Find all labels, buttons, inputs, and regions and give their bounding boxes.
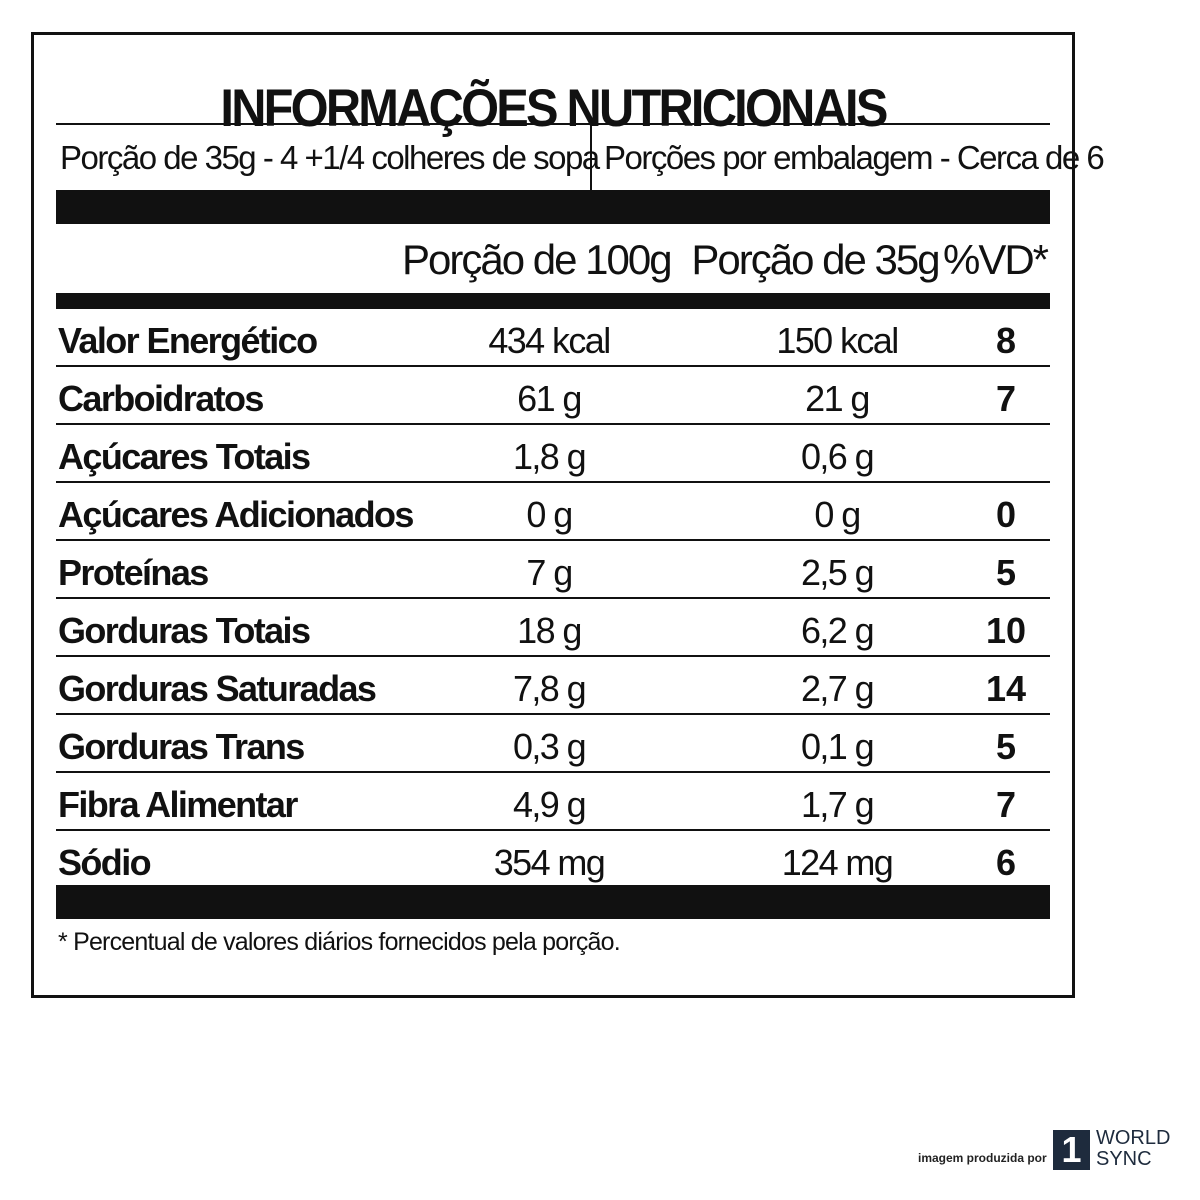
- nutrient-name: Gorduras Trans: [58, 726, 305, 767]
- table-row: Sódio 354 mg 124 mg 6: [56, 831, 1050, 887]
- nutrition-facts-panel: INFORMAÇÕES NUTRICIONAIS Porção de 35g -…: [31, 32, 1105, 998]
- value-per-35g: 21 g: [805, 378, 870, 419]
- table-row: Valor Energético 434 kcal 150 kcal 8: [56, 309, 1050, 367]
- value-per-35g: 1,7 g: [800, 784, 875, 825]
- value-per-100g: 18 g: [517, 610, 582, 651]
- value-per-35g: 0,1 g: [800, 726, 875, 767]
- nutrient-name: Gorduras Totais: [58, 610, 311, 651]
- logo-line-2: SYNC: [1096, 1148, 1152, 1170]
- daily-value: 5: [995, 552, 1017, 593]
- nutrient-name: Proteínas: [58, 552, 209, 593]
- logo-line-1: WORLD: [1096, 1127, 1171, 1149]
- value-per-100g: 1,8 g: [512, 436, 587, 477]
- daily-value: 5: [995, 726, 1017, 767]
- daily-value: 7: [995, 784, 1017, 825]
- divider-bar: [56, 885, 1050, 919]
- servings-per-package: Porções por embalagem - Cerca de 6: [604, 139, 1105, 176]
- value-per-100g: 4,9 g: [512, 784, 587, 825]
- page-title: INFORMAÇÕES NUTRICIONAIS: [220, 79, 888, 138]
- nutrient-name: Carboidratos: [58, 378, 264, 419]
- value-per-100g: 0,3 g: [512, 726, 587, 767]
- value-per-100g: 0 g: [526, 494, 573, 535]
- column-header-100g: Porção de 100g: [402, 236, 673, 283]
- value-per-100g: 7 g: [526, 552, 573, 593]
- value-per-35g: 2,5 g: [800, 552, 875, 593]
- column-header-vd: %VD*: [942, 236, 1049, 283]
- value-per-35g: 0 g: [814, 494, 861, 535]
- value-per-100g: 7,8 g: [512, 668, 587, 709]
- daily-value: 6: [995, 842, 1017, 883]
- value-per-35g: 124 mg: [781, 842, 894, 883]
- divider-bar: [56, 293, 1050, 309]
- table-row: Gorduras Totais 18 g 6,2 g 10: [56, 599, 1050, 657]
- daily-value: 14: [985, 668, 1027, 709]
- value-per-100g: 354 mg: [493, 842, 606, 883]
- table-row: Gorduras Trans 0,3 g 0,1 g 5: [56, 715, 1050, 773]
- serving-info: Porção de 35g - 4 +1/4 colheres de sopa …: [56, 123, 1105, 191]
- nutrient-name: Valor Energético: [58, 320, 318, 361]
- value-per-100g: 61 g: [517, 378, 582, 419]
- table-row: Gorduras Saturadas 7,8 g 2,7 g 14: [56, 657, 1050, 715]
- nutrient-name: Açúcares Adicionados: [58, 494, 414, 535]
- table-row: Proteínas 7 g 2,5 g 5: [56, 541, 1050, 599]
- serving-size: Porção de 35g - 4 +1/4 colheres de sopa: [56, 125, 600, 191]
- table-row: Fibra Alimentar 4,9 g 1,7 g 7: [56, 773, 1050, 831]
- worldsync-logo-icon: 1: [1053, 1130, 1090, 1170]
- value-per-35g: 0,6 g: [800, 436, 875, 477]
- nutrient-name: Gorduras Saturadas: [58, 668, 377, 709]
- nutrient-name: Açúcares Totais: [58, 436, 311, 477]
- footnote: * Percentual de valores diários fornecid…: [58, 928, 621, 956]
- table-row: Carboidratos 61 g 21 g 7: [56, 367, 1050, 425]
- daily-value: 10: [985, 610, 1027, 651]
- table-row: Açúcares Adicionados 0 g 0 g 0: [56, 483, 1050, 541]
- table-row: Açúcares Totais 1,8 g 0,6 g: [56, 425, 1050, 483]
- value-per-100g: 434 kcal: [488, 320, 611, 361]
- nutrient-name: Sódio: [58, 842, 152, 883]
- image-credit: imagem produzida por: [918, 1151, 1047, 1165]
- column-header-35g: Porção de 35g: [691, 236, 940, 283]
- daily-value: 8: [995, 320, 1017, 361]
- nutrient-name: Fibra Alimentar: [58, 784, 298, 825]
- value-per-35g: 2,7 g: [800, 668, 875, 709]
- daily-value: 7: [995, 378, 1017, 419]
- divider-bar: [56, 190, 1050, 224]
- worldsync-logo-text: WORLD SYNC: [1096, 1128, 1170, 1170]
- value-per-35g: 6,2 g: [800, 610, 875, 651]
- nutrient-table: Valor Energético 434 kcal 150 kcal 8 Car…: [56, 309, 1050, 887]
- daily-value: 0: [995, 494, 1017, 535]
- value-per-35g: 150 kcal: [776, 320, 899, 361]
